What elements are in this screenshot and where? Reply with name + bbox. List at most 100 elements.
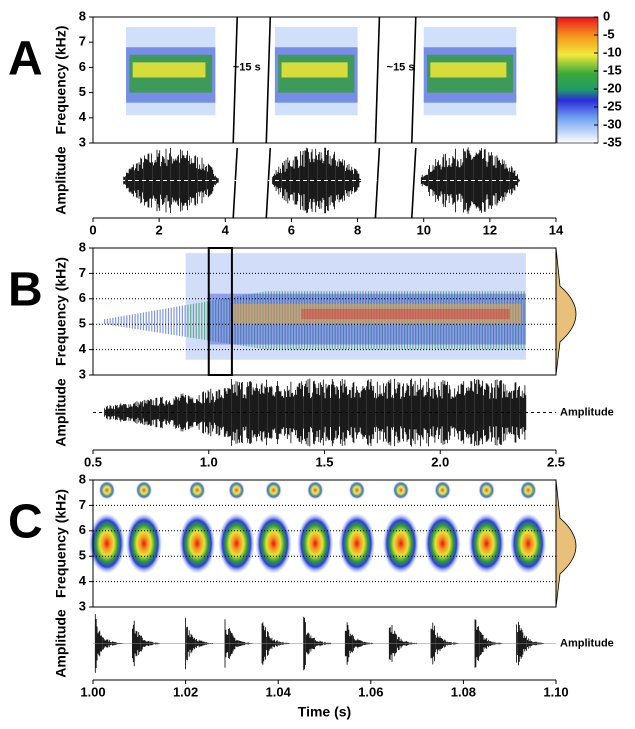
spectrogram-blob <box>228 481 245 500</box>
amplitude-label: Amplitude <box>53 378 69 447</box>
plot-frame <box>92 247 557 376</box>
x-tick-label: 2.0 <box>431 454 449 469</box>
y-tick-label: 6 <box>79 522 86 537</box>
y-tick-label: 4 <box>79 573 87 588</box>
plot-frame <box>92 479 557 608</box>
colorbar-tick-label: -25 <box>603 98 622 113</box>
y-tick-label: 8 <box>79 471 86 486</box>
y-tick-label: 7 <box>79 497 86 512</box>
break-line <box>232 147 239 219</box>
break-line <box>410 16 417 144</box>
spectrogram-blob <box>179 513 216 574</box>
x-tick-label: 1.04 <box>266 684 292 699</box>
spectrogram-blob <box>434 481 451 500</box>
side-label: Amplitude <box>560 406 614 418</box>
spectrogram-blob <box>392 481 409 500</box>
amplitude-label: Amplitude <box>53 146 69 215</box>
y-tick-label: 8 <box>79 8 86 23</box>
x-tick-label: 0 <box>89 222 96 237</box>
break-line <box>374 16 381 144</box>
break-gap <box>377 17 414 218</box>
x-tick-label: 1.08 <box>451 684 476 699</box>
spectrogram-blob <box>135 481 152 500</box>
y-tick-label: 5 <box>79 548 86 563</box>
x-tick-label: 10 <box>416 222 430 237</box>
colorbar <box>556 16 599 144</box>
y-tick-label: 4 <box>79 341 87 356</box>
y-tick-label: 8 <box>79 239 86 254</box>
spectrogram-blob <box>520 481 537 500</box>
x-axis-label: Time (s) <box>298 704 351 720</box>
x-tick-label: 14 <box>549 222 564 237</box>
spectrogram-blob <box>338 513 375 574</box>
spectrogram-band <box>231 303 522 325</box>
x-tick-label: 2 <box>156 222 163 237</box>
spectrogram-blob <box>307 481 324 500</box>
panel-label: B <box>8 264 43 317</box>
colorbar-tick-label: -15 <box>603 62 622 77</box>
break-line <box>410 147 417 219</box>
annotation: ~15 s <box>387 61 415 73</box>
y-axis-label: Frequency (kHz) <box>53 257 69 366</box>
spectrogram-blob <box>348 481 365 500</box>
y-tick-label: 5 <box>79 84 86 99</box>
spectrogram-blob <box>218 513 255 574</box>
x-tick-label: 1.00 <box>80 684 105 699</box>
y-axis-label: Frequency (kHz) <box>53 26 69 135</box>
panel-label: A <box>8 33 43 86</box>
colorbar-tick-label: -30 <box>603 116 622 131</box>
spectrogram-blob <box>189 481 206 500</box>
spectrogram-blob <box>297 513 334 574</box>
y-tick-label: 5 <box>79 316 86 331</box>
amplitude-label: Amplitude <box>53 609 69 678</box>
y-tick-label: 7 <box>79 34 86 49</box>
spectrogram-blob <box>98 481 115 500</box>
spectrogram-band <box>132 62 206 78</box>
x-tick-label: 0.5 <box>84 454 102 469</box>
colorbar-tick-label: -35 <box>603 134 622 149</box>
panel-label: C <box>8 496 43 549</box>
spectrogram-blob <box>125 513 162 574</box>
y-tick-label: 3 <box>79 366 86 381</box>
spectrogram-blob <box>382 513 419 574</box>
annotation: ~15 s <box>233 61 261 73</box>
break-line <box>265 147 272 219</box>
spectrogram-blob <box>255 513 292 574</box>
colorbar-tick-label: 0 <box>603 8 610 23</box>
density-plot <box>555 247 577 376</box>
spectrogram-blob <box>510 513 547 574</box>
y-tick-label: 4 <box>79 109 87 124</box>
y-axis-label: Frequency (kHz) <box>53 489 69 598</box>
x-tick-label: 12 <box>483 222 497 237</box>
spectrogram-band <box>281 62 348 78</box>
spectrogram-blob <box>265 481 282 500</box>
colorbar-tick-label: -20 <box>603 80 622 95</box>
break-gap <box>235 17 269 218</box>
spectrogram-blob <box>424 513 461 574</box>
x-tick-label: 1.5 <box>315 454 333 469</box>
plot-frame <box>92 16 557 144</box>
x-tick-label: 1.02 <box>173 684 198 699</box>
x-tick-label: 8 <box>354 222 361 237</box>
side-label: Amplitude <box>560 637 614 649</box>
colorbar-tick-label: -10 <box>603 44 622 59</box>
x-tick-label: 1.10 <box>543 684 568 699</box>
y-tick-label: 3 <box>79 598 86 613</box>
x-tick-label: 1.0 <box>200 454 218 469</box>
x-tick-label: 6 <box>288 222 295 237</box>
spectrogram-blob <box>468 513 505 574</box>
x-tick-label: 2.5 <box>547 454 565 469</box>
spectrogram-band <box>301 308 510 320</box>
spectrogram-band <box>430 62 507 78</box>
spectrogram-blob <box>88 513 125 574</box>
x-tick-label: 1.06 <box>358 684 383 699</box>
y-tick-label: 7 <box>79 265 86 280</box>
break-line <box>265 16 272 144</box>
break-line <box>374 147 381 219</box>
x-tick-label: 4 <box>222 222 230 237</box>
waveform <box>420 147 520 214</box>
spectrogram-blob <box>478 481 495 500</box>
density-plot <box>555 479 577 608</box>
break-line <box>232 16 239 144</box>
